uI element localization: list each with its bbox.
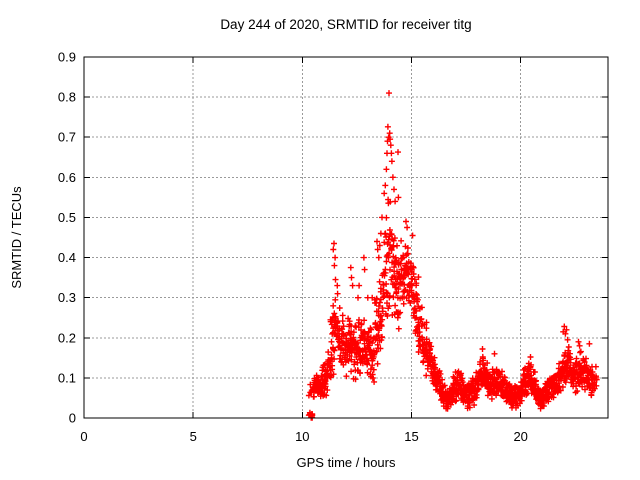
x-tick-label: 15 xyxy=(404,429,418,444)
x-tick-label: 20 xyxy=(513,429,527,444)
y-tick-label: 0.3 xyxy=(58,290,76,305)
x-tick-label: 10 xyxy=(295,429,309,444)
y-tick-label: 0.5 xyxy=(58,210,76,225)
plot-border xyxy=(83,56,609,419)
y-tick-label: 0 xyxy=(69,411,76,426)
x-tick-label: 0 xyxy=(80,429,87,444)
y-tick-label: 0.4 xyxy=(58,250,76,265)
x-tick-label: 5 xyxy=(190,429,197,444)
scatter-plus-markers xyxy=(305,90,600,421)
tick-labels: 0 5 10 15 20 0 0.1 0.2 0.3 0.4 0.5 0.6 0.7 0.8 0.9 xyxy=(58,50,528,445)
y-tick-label: 0.9 xyxy=(58,50,76,65)
y-axis-label: SRMTID / TECUs xyxy=(9,186,24,289)
y-tick-label: 0.8 xyxy=(58,90,76,105)
chart-title: Day 244 of 2020, SRMTID for receiver tit… xyxy=(220,17,471,32)
data-series xyxy=(305,90,600,421)
y-tick-label: 0.6 xyxy=(58,170,76,185)
x-axis-label: GPS time / hours xyxy=(297,455,396,470)
y-tick-label: 0.2 xyxy=(58,330,76,345)
y-tick-label: 0.7 xyxy=(58,130,76,145)
y-tick-label: 0.1 xyxy=(58,370,76,385)
